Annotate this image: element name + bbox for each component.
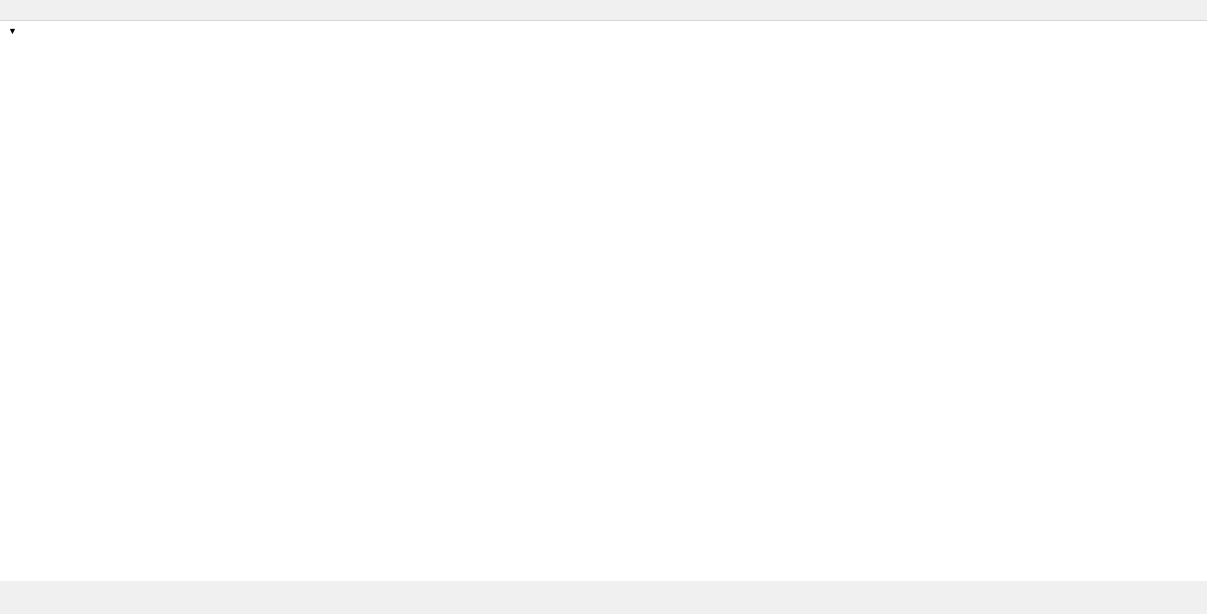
chart-title: ▼ — [8, 26, 28, 38]
chart-dropdown-icon[interactable]: ▼ — [8, 26, 17, 36]
timeframe-toolbar — [0, 0, 1207, 21]
bottom-strip — [0, 607, 1207, 614]
rsi-indicator-label — [6, 494, 9, 506]
macd-indicator-label — [6, 415, 15, 427]
symbol-tab-bar — [0, 581, 1207, 607]
